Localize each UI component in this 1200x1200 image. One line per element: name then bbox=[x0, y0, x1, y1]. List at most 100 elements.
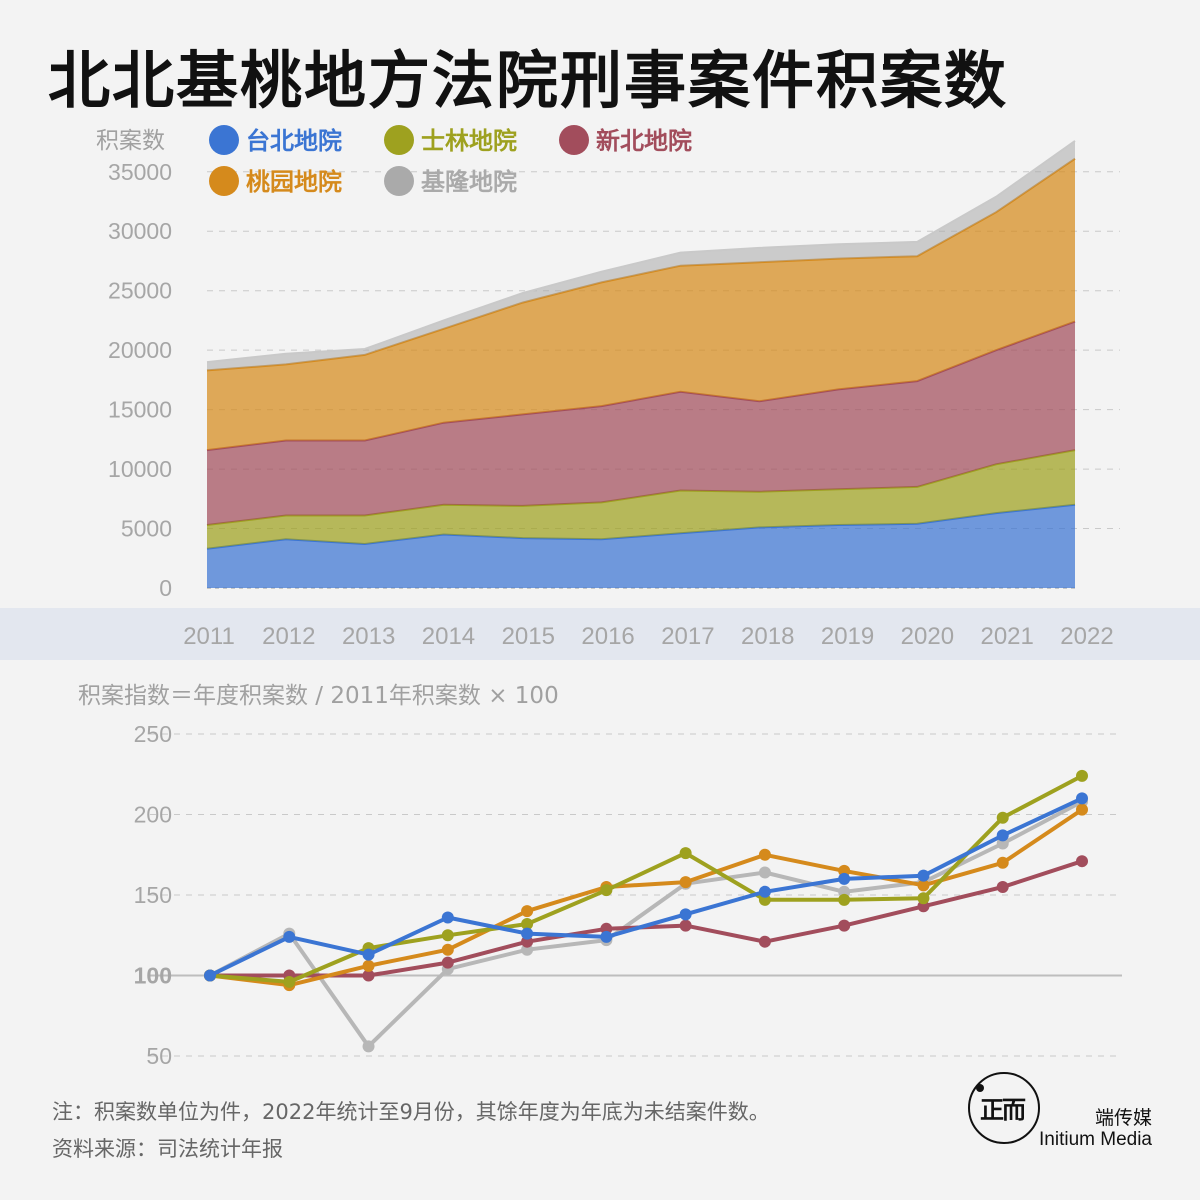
data-point bbox=[917, 869, 930, 882]
y-tick-label: 20000 bbox=[108, 337, 172, 363]
data-point bbox=[1076, 792, 1088, 805]
x-tick-label: 2020 bbox=[901, 623, 954, 650]
data-point bbox=[838, 919, 851, 932]
data-point bbox=[758, 935, 771, 948]
data-point bbox=[917, 879, 930, 892]
data-point bbox=[758, 866, 771, 879]
y-tick-label: 50 bbox=[146, 1043, 172, 1069]
data-point bbox=[362, 1040, 375, 1053]
data-point bbox=[679, 919, 692, 932]
data-point bbox=[441, 956, 454, 969]
data-point bbox=[1076, 855, 1088, 868]
brand-name-en: Initium Media bbox=[1039, 1129, 1152, 1150]
data-point bbox=[758, 885, 771, 898]
page-title: 北北基桃地方法院刑事案件积案数 bbox=[48, 44, 1009, 117]
x-tick-label: 2019 bbox=[821, 623, 874, 650]
data-point bbox=[996, 811, 1009, 824]
area-layer-edge bbox=[206, 140, 1076, 364]
data-point bbox=[996, 880, 1009, 893]
y-tick-label: 0 bbox=[159, 575, 172, 601]
series-line bbox=[209, 799, 1083, 1049]
line-series bbox=[204, 769, 1088, 988]
data-point bbox=[204, 969, 216, 982]
data-point bbox=[600, 884, 613, 897]
data-point bbox=[441, 929, 454, 942]
y-tick-label: 200 bbox=[134, 802, 172, 828]
area-chart-y-ticks: 0 5000 10000 15000 20000 25000 30000 35000 bbox=[108, 159, 172, 601]
data-point bbox=[600, 930, 613, 943]
area-layer bbox=[207, 158, 1075, 451]
x-tick-label: 2012 bbox=[262, 623, 315, 650]
line-series bbox=[204, 792, 1088, 982]
footnote-note: 注：积案数单位为件，2022年统计至9月份，其馀年度为年底为未结案件数。 bbox=[52, 1100, 770, 1124]
x-tick-label: 2011 bbox=[183, 623, 235, 650]
brand-logo: 正而 bbox=[968, 1072, 1040, 1144]
data-point bbox=[362, 948, 375, 961]
footnote-source: 资料来源：司法统计年报 bbox=[52, 1137, 283, 1161]
legend-marker bbox=[384, 166, 414, 196]
legend-marker bbox=[209, 166, 239, 196]
brand-name-cn: 端传媒 bbox=[1094, 1107, 1152, 1129]
y-tick-label: 10000 bbox=[108, 456, 172, 482]
data-point bbox=[996, 856, 1009, 869]
data-point bbox=[679, 908, 692, 921]
line-chart-series bbox=[204, 769, 1088, 1053]
y-tick-label: 30000 bbox=[108, 218, 172, 244]
data-point bbox=[283, 975, 296, 988]
x-axis-ticks: 2011 2012 2013 2014 2015 2016 2017 2018 2019 2020… bbox=[183, 623, 1114, 650]
data-point bbox=[679, 876, 692, 889]
data-point bbox=[679, 847, 692, 860]
data-point bbox=[362, 959, 375, 972]
data-point bbox=[362, 969, 375, 982]
y-tick-label: 250 bbox=[134, 721, 172, 747]
legend-label: 士林地院 bbox=[421, 127, 517, 155]
series-line bbox=[209, 808, 1084, 988]
area-layer bbox=[207, 321, 1075, 525]
data-point bbox=[521, 927, 534, 940]
legend-label: 基隆地院 bbox=[421, 168, 517, 196]
line-series bbox=[204, 803, 1088, 992]
data-point bbox=[1076, 803, 1088, 816]
x-tick-label: 2016 bbox=[581, 623, 634, 650]
data-point bbox=[838, 893, 851, 906]
x-axis-band bbox=[0, 608, 1200, 660]
x-tick-label: 2015 bbox=[502, 623, 555, 650]
data-point bbox=[521, 917, 534, 930]
y-tick-label: 5000 bbox=[121, 516, 172, 542]
legend-label: 新北地院 bbox=[596, 127, 692, 155]
brand-logo-glyph: 正而 bbox=[980, 1096, 1026, 1124]
y-tick-label: 25000 bbox=[108, 278, 172, 304]
legend-marker bbox=[384, 125, 414, 155]
x-tick-label: 2017 bbox=[661, 623, 714, 650]
area-layer bbox=[207, 140, 1075, 371]
data-point bbox=[758, 848, 771, 861]
data-point bbox=[838, 872, 851, 885]
x-tick-label: 2018 bbox=[741, 623, 794, 650]
brand-logo-dot bbox=[976, 1084, 984, 1092]
area-layer bbox=[207, 450, 1075, 549]
data-point bbox=[283, 930, 296, 943]
line-y-axis-title: 积案指数＝年度积案数 / 2011年积案数 × 100 bbox=[78, 683, 559, 709]
data-point bbox=[996, 829, 1009, 842]
x-tick-label: 2014 bbox=[422, 623, 475, 650]
x-tick-label: 2013 bbox=[342, 623, 395, 650]
line-chart-y-ticks: 50 100 150 200 250 bbox=[134, 721, 172, 1069]
chart-canvas: 0 5000 10000 15000 20000 25000 30000 35000 2011… bbox=[0, 125, 1200, 1069]
y-tick-label: 35000 bbox=[108, 159, 172, 185]
y-tick-label: 15000 bbox=[108, 397, 172, 423]
x-tick-label: 2022 bbox=[1060, 623, 1113, 650]
area-chart-layers bbox=[206, 140, 1076, 588]
y-tick-label: 100 bbox=[134, 963, 172, 989]
data-point bbox=[1076, 769, 1088, 782]
series-line bbox=[209, 796, 1083, 978]
legend-marker bbox=[559, 125, 589, 155]
series-line bbox=[209, 774, 1083, 984]
legend-label: 桃园地院 bbox=[246, 168, 342, 196]
legend-marker bbox=[209, 125, 239, 155]
data-point bbox=[441, 911, 454, 924]
data-point bbox=[521, 905, 534, 918]
data-point bbox=[917, 892, 930, 905]
data-point bbox=[441, 943, 454, 956]
x-tick-label: 2021 bbox=[980, 623, 1033, 650]
